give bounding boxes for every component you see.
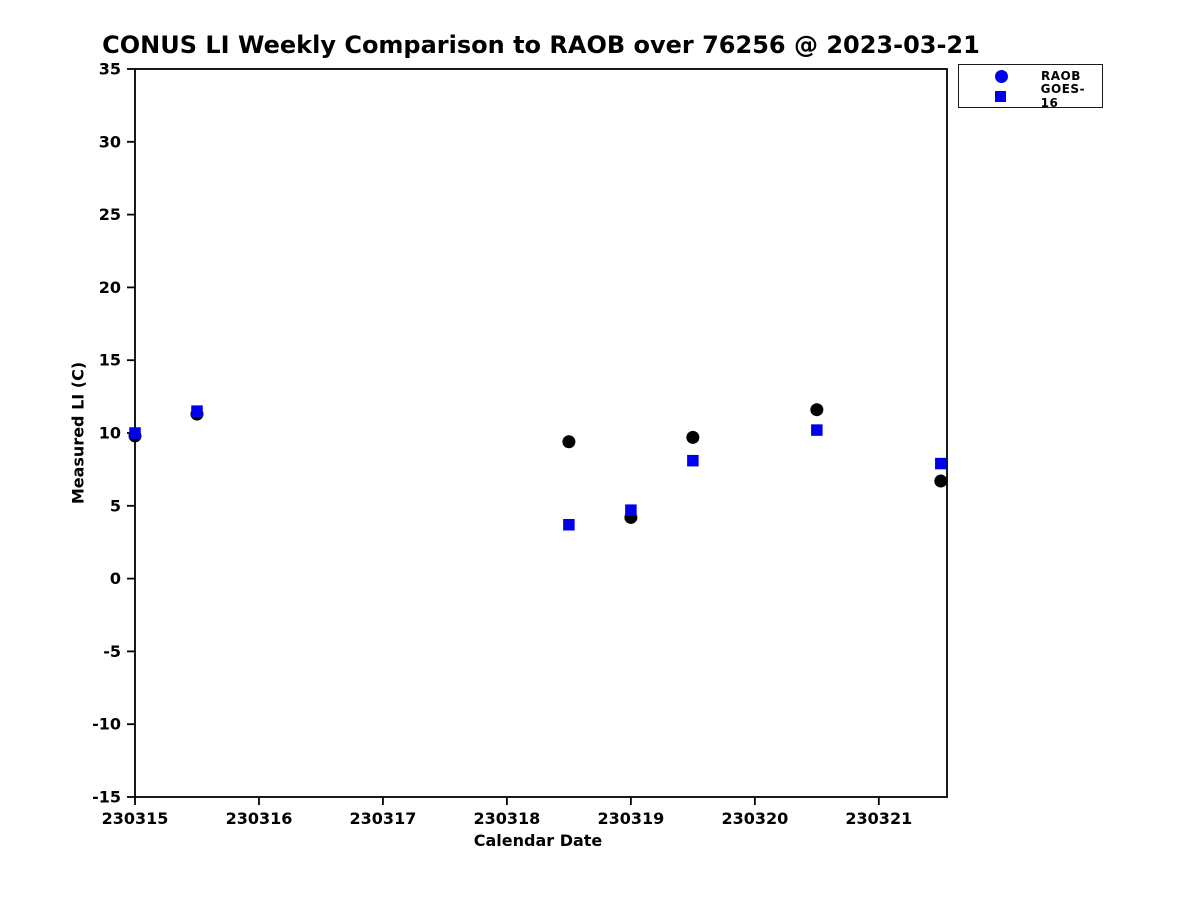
- y-tick-label: 20: [99, 278, 121, 297]
- y-tick-label: 30: [99, 132, 121, 151]
- y-tick-label: 10: [99, 424, 121, 443]
- data-point-raob: [810, 403, 824, 417]
- legend-entry-goes16: GOES-16: [959, 82, 1102, 110]
- y-tick-label: -10: [92, 715, 121, 734]
- data-point-goes-16: [129, 427, 141, 439]
- legend-entry-raob: RAOB: [959, 67, 1102, 85]
- x-tick-label: 230317: [350, 809, 417, 828]
- y-tick-label: 25: [99, 205, 121, 224]
- y-tick-label: 5: [110, 496, 121, 515]
- y-tick-label: 0: [110, 569, 121, 588]
- legend-marker-cell: [987, 90, 1015, 102]
- y-tick-label: -15: [92, 788, 121, 807]
- x-tick-label: 230320: [721, 809, 788, 828]
- goes16-square-icon: [995, 90, 1007, 102]
- data-point-goes-16: [191, 405, 203, 417]
- y-tick-label: 15: [99, 351, 121, 370]
- legend: RAOB GOES-16: [958, 64, 1103, 110]
- legend-label-goes16: GOES-16: [1040, 82, 1086, 110]
- x-tick-label: 230316: [226, 809, 293, 828]
- y-tick-label: -5: [103, 642, 121, 661]
- data-point-goes-16: [625, 504, 637, 516]
- data-point-goes-16: [935, 457, 947, 470]
- x-tick-label: 230321: [845, 809, 912, 828]
- data-point-goes-16: [811, 424, 823, 436]
- x-tick-label: 230318: [474, 809, 541, 828]
- data-point-raob: [562, 435, 576, 449]
- y-tick-label: 35: [99, 60, 121, 79]
- x-tick-label: 230319: [597, 809, 664, 828]
- chart-title: CONUS LI Weekly Comparison to RAOB over …: [102, 31, 980, 59]
- x-tick-label: 230315: [102, 809, 169, 828]
- data-point-raob: [934, 474, 948, 488]
- data-point-raob: [686, 430, 700, 444]
- legend-label-raob: RAOB: [1041, 69, 1081, 83]
- raob-circle-icon: [994, 69, 1008, 83]
- data-point-goes-16: [687, 454, 699, 467]
- data-point-goes-16: [563, 518, 575, 531]
- x-axis-label: Calendar Date: [473, 831, 603, 850]
- legend-marker-cell: [987, 69, 1015, 83]
- axes-box: [134, 68, 948, 798]
